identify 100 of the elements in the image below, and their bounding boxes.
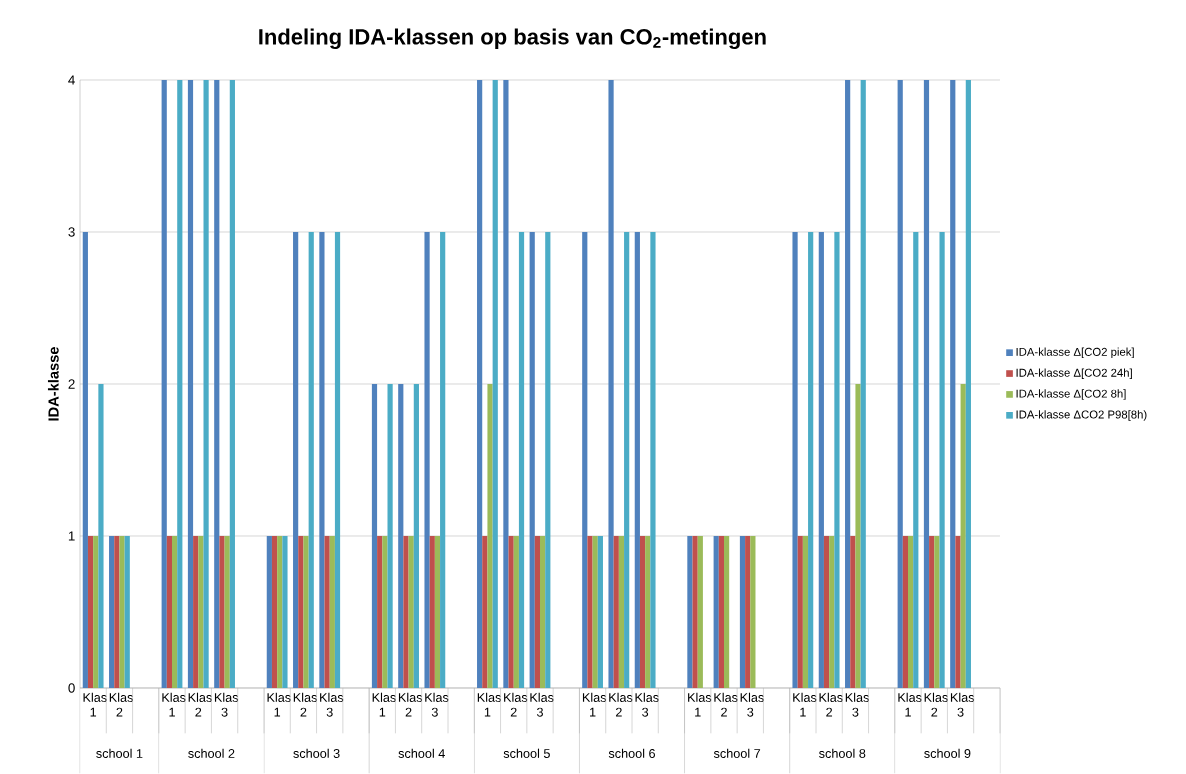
x-tick-label: Klas 1 [688, 692, 712, 717]
bar [429, 535, 435, 688]
bar [697, 535, 703, 688]
bar [808, 231, 814, 688]
bar [802, 535, 809, 688]
x-tick-label: Klas 2 [504, 692, 528, 717]
bar [198, 535, 204, 688]
bar [203, 79, 209, 688]
bar [109, 535, 115, 688]
text: school 3 [293, 748, 340, 758]
bar [308, 231, 314, 688]
bar [413, 383, 419, 688]
bar [398, 383, 404, 688]
bar [645, 535, 651, 688]
bar [187, 79, 194, 688]
bar [845, 79, 851, 688]
x-tick-label: Klas 3 [740, 692, 764, 717]
x-tick-label: Klas 3 [845, 692, 869, 717]
chart-title: Indeling IDA-klassen op basis van CO$_{2}$-metingen [259, 28, 766, 50]
bar [797, 535, 803, 688]
bar [293, 231, 299, 688]
bar [177, 79, 183, 688]
legend-label: IDA-klasse Δ[CO2 piek] [1016, 347, 1134, 359]
text: school 2 [188, 748, 235, 758]
legend-label: IDA-klasse Δ[CO2 24h] [1016, 368, 1132, 379]
bar [834, 231, 840, 688]
bar [818, 231, 824, 688]
bar [618, 535, 625, 688]
x-tick-label: Klas 3 [425, 692, 449, 717]
bar [850, 535, 856, 688]
bar [334, 231, 341, 688]
y-tick-label: 1 [68, 531, 75, 541]
bar [219, 535, 225, 688]
bar [860, 79, 866, 688]
bar [82, 231, 88, 688]
bar [750, 535, 756, 688]
bar [503, 79, 509, 688]
x-tick-label: Klas 2 [924, 692, 948, 717]
x-tick-label: Klas 3 [320, 692, 344, 717]
x-tick-label: Klas 2 [609, 692, 633, 717]
bar [319, 231, 325, 688]
bar [639, 535, 646, 688]
x-tick-label: Klas 1 [372, 692, 396, 717]
bar [508, 535, 514, 688]
bar [634, 231, 640, 688]
x-tick-label: Klas 2 [819, 692, 843, 717]
bar [119, 535, 125, 688]
bar [387, 383, 393, 688]
bar [855, 383, 861, 688]
x-tick-label: Klas 1 [267, 692, 291, 717]
bar [166, 535, 173, 688]
bar [282, 535, 288, 688]
bar [540, 535, 546, 688]
y-tick-label: 4 [68, 75, 75, 85]
bar [193, 535, 199, 688]
bar [650, 231, 656, 688]
bar [823, 535, 830, 688]
bar [608, 79, 614, 688]
x-tick-label: Klas 3 [635, 692, 659, 717]
bar [960, 383, 966, 688]
bar [277, 535, 283, 688]
bar [955, 535, 961, 688]
bar [950, 79, 956, 688]
bar [271, 535, 278, 688]
text: school 1 [96, 748, 143, 758]
bar [382, 535, 388, 688]
text: school 6 [608, 748, 656, 758]
x-tick-label: Klas 3 [950, 692, 975, 717]
bar [482, 535, 488, 688]
bar [98, 383, 104, 688]
bar [692, 535, 698, 688]
bar [518, 231, 525, 688]
x-tick-label: Klas 3 [214, 692, 239, 717]
bar [745, 535, 751, 688]
bar [303, 535, 309, 688]
legend-label: IDA-klasse Δ[CO2 8h] [1016, 389, 1126, 400]
bar [908, 535, 914, 688]
bar [929, 535, 935, 688]
bar [424, 231, 430, 688]
bar [408, 535, 414, 688]
bar [224, 535, 230, 688]
bar [513, 535, 519, 688]
text: school 7 [713, 748, 761, 758]
bar [298, 535, 304, 688]
bar [434, 535, 441, 688]
text: school 9 [924, 748, 971, 758]
bar [492, 79, 498, 688]
y-axis-title: IDA-klasse [47, 347, 59, 421]
bar [545, 231, 551, 688]
x-tick-label: Klas 2 [188, 692, 212, 717]
bar [724, 535, 730, 688]
bar [377, 535, 383, 688]
x-tick-label: Klas 2 [293, 692, 317, 717]
bar [902, 535, 908, 688]
x-tick-label: Klas 3 [530, 692, 554, 717]
bar [214, 79, 220, 688]
bar [587, 535, 593, 688]
bar [624, 231, 630, 688]
bar [613, 535, 619, 688]
x-tick-label: Klas 1 [162, 692, 186, 717]
